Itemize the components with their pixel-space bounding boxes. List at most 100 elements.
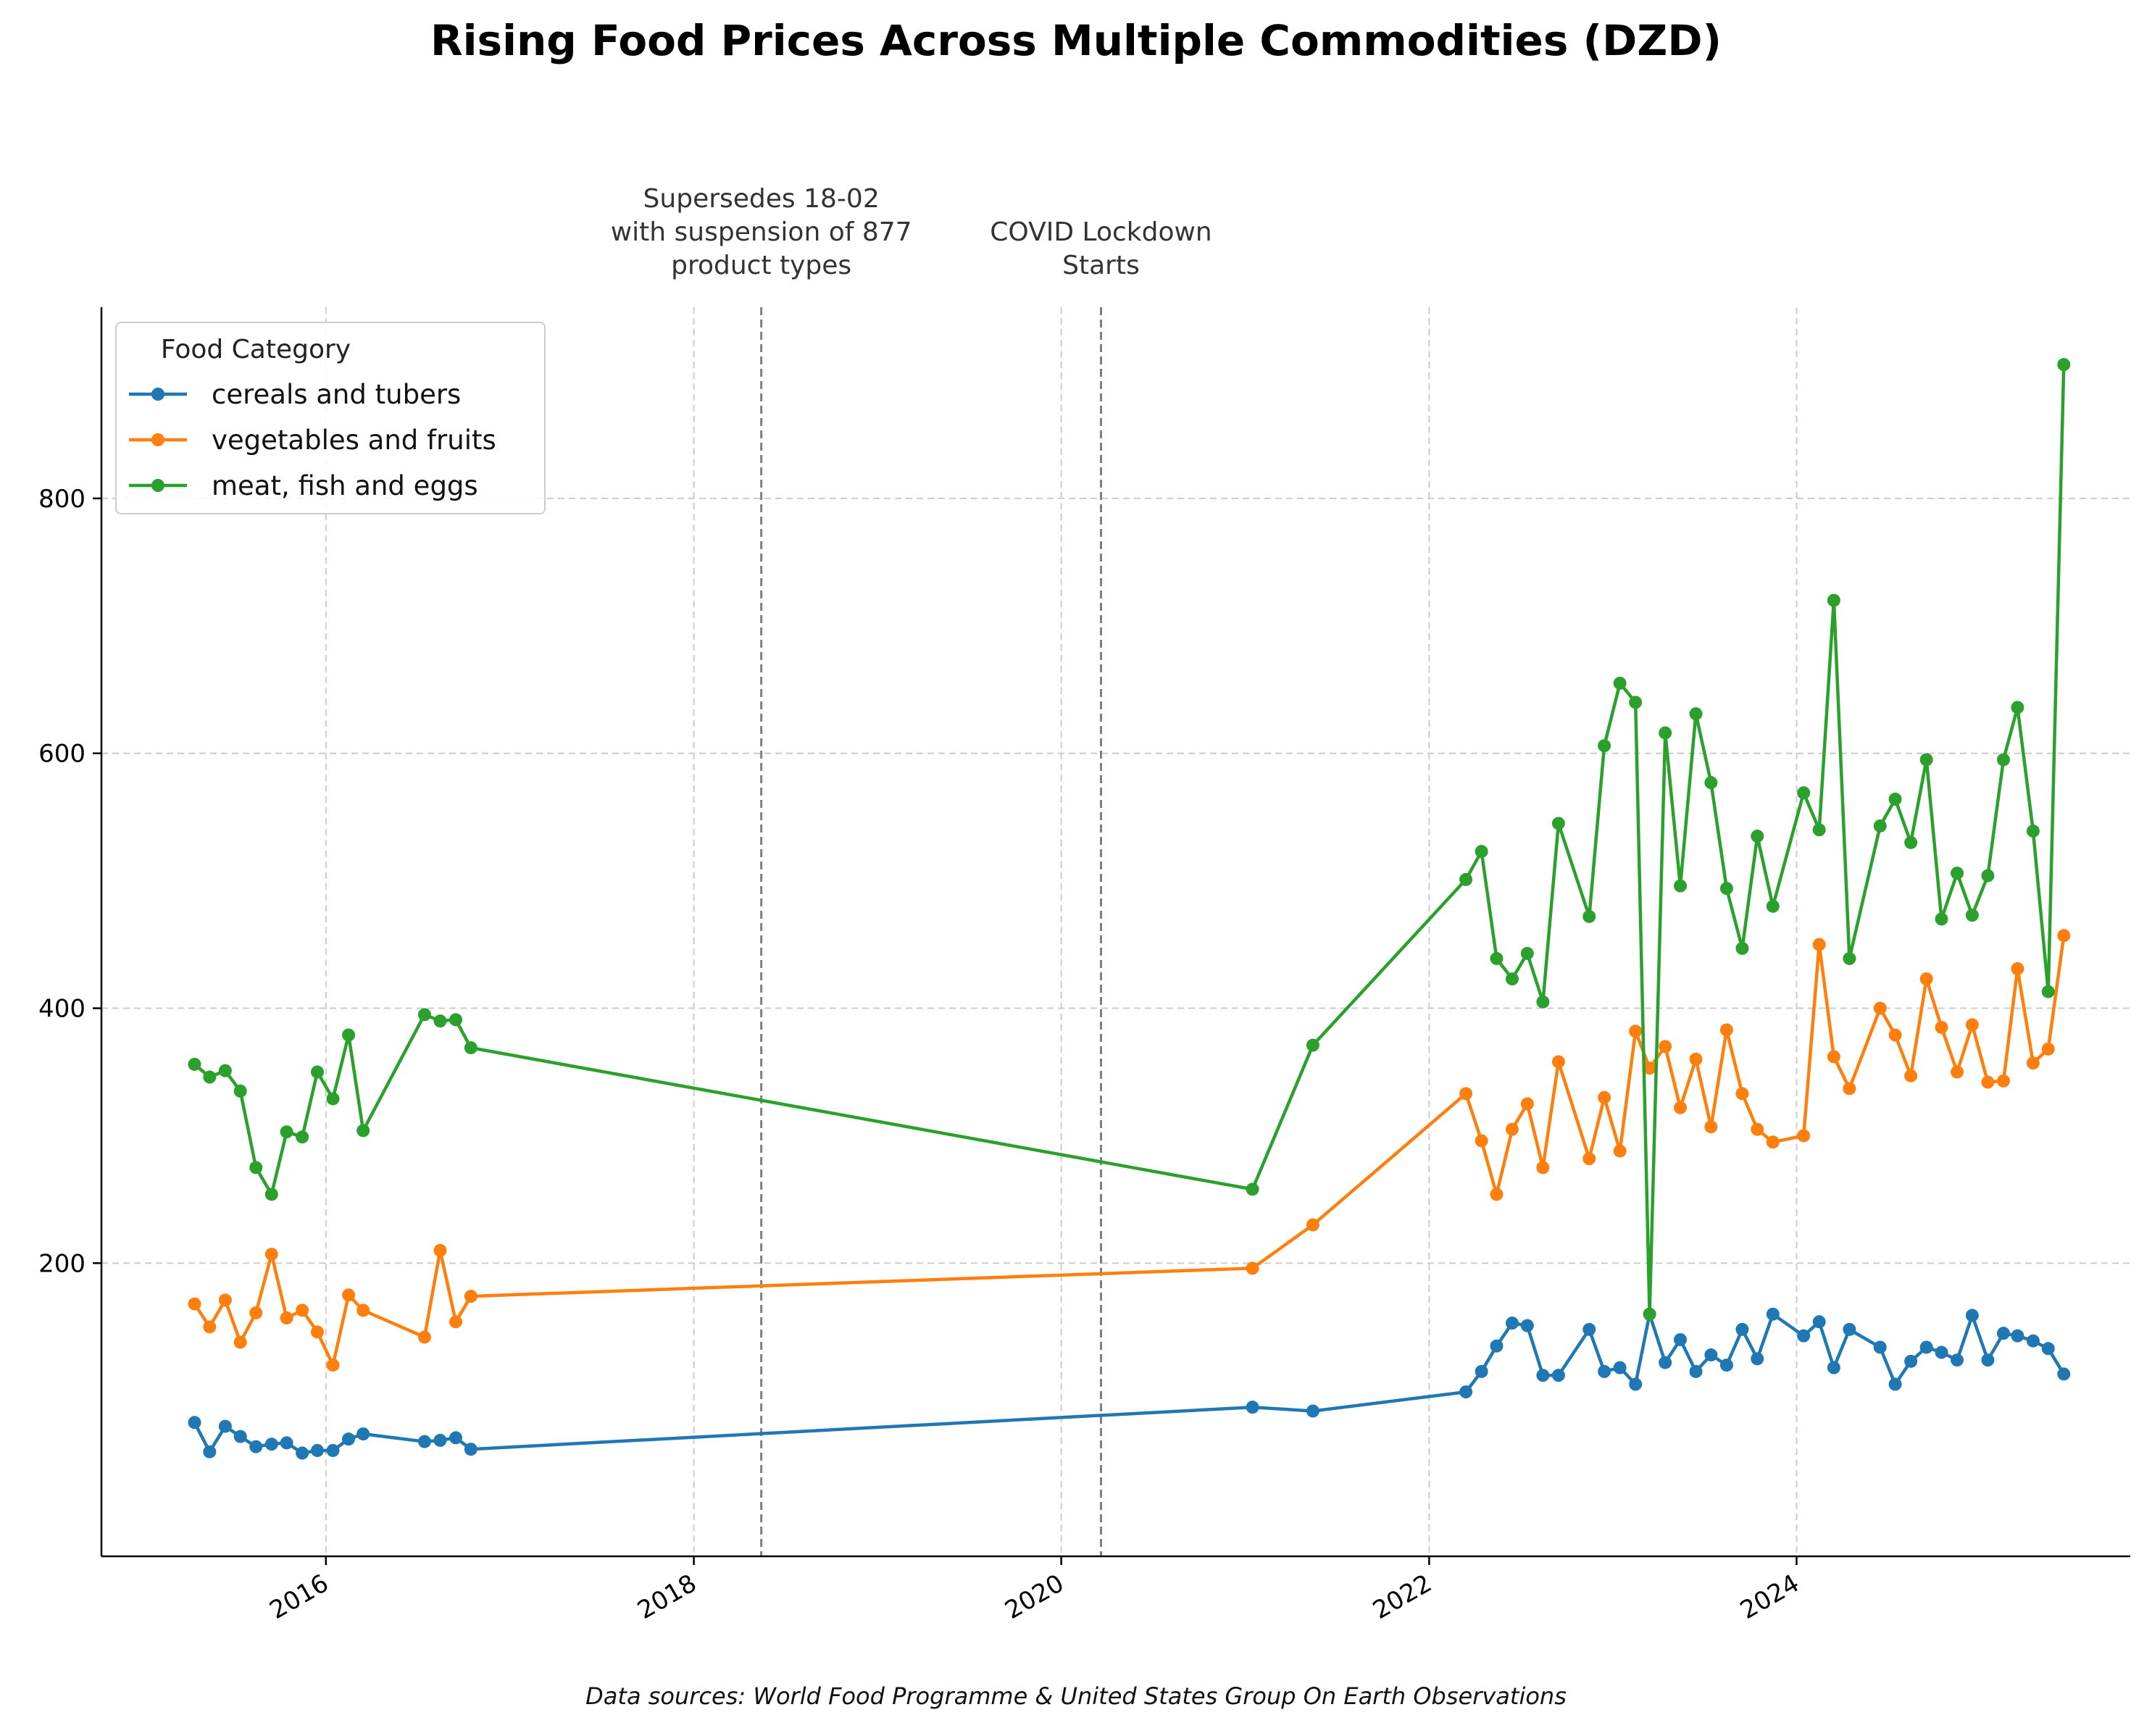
- data-point: [1919, 753, 1933, 767]
- data-point: [280, 1125, 293, 1139]
- data-point: [1981, 869, 1995, 882]
- data-point: [1704, 1120, 1718, 1134]
- data-point: [2011, 1329, 2024, 1343]
- legend-swatch-marker: [151, 479, 164, 492]
- data-point: [188, 1416, 201, 1430]
- data-point: [1704, 776, 1718, 790]
- data-point: [464, 1041, 477, 1055]
- data-point: [188, 1057, 201, 1071]
- data-point: [1306, 1038, 1319, 1052]
- data-point: [1888, 793, 1902, 806]
- data-point: [1643, 1061, 1656, 1075]
- data-point: [1598, 739, 1611, 753]
- legend-box: [115, 322, 546, 514]
- data-point: [2011, 701, 2024, 714]
- data-point: [1704, 1348, 1718, 1362]
- data-point: [1888, 1028, 1902, 1042]
- data-point: [1766, 1135, 1780, 1149]
- data-point: [1475, 1134, 1488, 1148]
- data-point: [1965, 1018, 1979, 1032]
- data-point: [1751, 1122, 1764, 1136]
- data-point: [1843, 1082, 1856, 1096]
- data-point: [1674, 1332, 1688, 1346]
- data-point: [264, 1437, 278, 1451]
- data-point: [1490, 1188, 1504, 1201]
- data-point: [1827, 1361, 1840, 1374]
- data-point: [2057, 929, 2071, 943]
- data-point: [1629, 1377, 1643, 1391]
- data-point: [1490, 1339, 1504, 1353]
- data-point: [1735, 1322, 1749, 1336]
- data-point: [280, 1311, 293, 1325]
- data-point: [326, 1443, 340, 1457]
- data-point: [188, 1297, 201, 1311]
- data-point: [1935, 1345, 1948, 1359]
- data-point: [1536, 1161, 1550, 1174]
- data-point: [1689, 707, 1703, 721]
- data-point: [433, 1433, 447, 1447]
- data-point: [1996, 1327, 2010, 1340]
- series-line: [193, 1312, 2066, 1455]
- data-point: [1951, 1065, 1964, 1079]
- data-point: [218, 1293, 232, 1307]
- data-point: [1689, 1364, 1703, 1378]
- data-point: [2041, 1042, 2055, 1056]
- legend-swatch-marker: [151, 433, 164, 446]
- data-point: [1246, 1261, 1259, 1275]
- data-point: [1751, 1352, 1764, 1366]
- data-point: [1919, 972, 1933, 986]
- data-point: [1246, 1401, 1259, 1414]
- data-point: [1459, 872, 1473, 886]
- event-label: Starts: [1062, 251, 1140, 280]
- data-point: [1674, 879, 1688, 893]
- data-point: [1659, 1356, 1672, 1369]
- data-point: [1475, 845, 1488, 859]
- data-point: [233, 1430, 247, 1443]
- data-point: [1797, 1129, 1811, 1143]
- x-tick-label: 2018: [633, 1569, 701, 1625]
- data-point: [1520, 946, 1534, 960]
- data-point: [1246, 1182, 1259, 1196]
- data-point: [1674, 1101, 1688, 1114]
- data-point: [1459, 1385, 1473, 1399]
- data-point: [417, 1435, 431, 1448]
- data-point: [1935, 1020, 1948, 1034]
- y-tick-label: 400: [38, 995, 86, 1024]
- data-point: [417, 1008, 431, 1022]
- data-point: [1613, 1361, 1627, 1374]
- data-point: [1598, 1090, 1611, 1104]
- y-tick-label: 200: [38, 1249, 86, 1278]
- data-point: [1996, 1074, 2010, 1088]
- data-point: [203, 1070, 217, 1084]
- data-point: [280, 1436, 293, 1450]
- data-point: [326, 1092, 340, 1106]
- data-point: [342, 1028, 356, 1042]
- data-point: [233, 1335, 247, 1349]
- data-point: [1888, 1377, 1902, 1391]
- data-point: [310, 1325, 324, 1339]
- data-point: [310, 1443, 324, 1457]
- data-point: [1797, 786, 1811, 800]
- data-point: [1981, 1075, 1995, 1089]
- data-point: [356, 1124, 370, 1138]
- data-point: [1766, 1307, 1780, 1321]
- series-lines: [188, 358, 2071, 1460]
- data-point: [1536, 1369, 1550, 1382]
- event-label: with suspension of 877: [611, 217, 912, 247]
- data-point: [1965, 1309, 1979, 1322]
- data-point: [1735, 1087, 1749, 1101]
- data-point: [1520, 1097, 1534, 1111]
- data-point: [433, 1243, 447, 1257]
- legend-label: vegetables and fruits: [212, 425, 496, 456]
- data-point: [1475, 1364, 1488, 1378]
- data-point: [342, 1288, 356, 1302]
- data-point: [2026, 1334, 2040, 1348]
- data-point: [449, 1013, 463, 1027]
- chart-footer: Data sources: World Food Programme & Uni…: [585, 1682, 1567, 1710]
- data-point: [1629, 1025, 1643, 1038]
- data-point: [1904, 835, 1918, 849]
- data-point: [2057, 1367, 2071, 1381]
- data-point: [1919, 1340, 1933, 1354]
- data-point: [1613, 1144, 1627, 1158]
